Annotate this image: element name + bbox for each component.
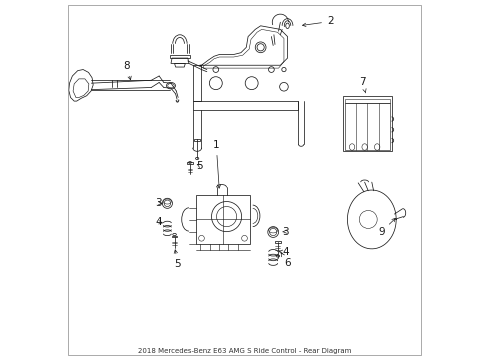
Text: 8: 8 xyxy=(123,61,131,80)
Text: 9: 9 xyxy=(377,218,395,237)
Text: 2018 Mercedes-Benz E63 AMG S Ride Control - Rear Diagram: 2018 Mercedes-Benz E63 AMG S Ride Contro… xyxy=(138,348,350,354)
Text: 7: 7 xyxy=(359,77,366,93)
Text: 5: 5 xyxy=(174,250,181,269)
Text: 4: 4 xyxy=(279,247,288,257)
Text: 3: 3 xyxy=(282,227,288,237)
Text: 1: 1 xyxy=(212,140,220,188)
Text: 4: 4 xyxy=(155,217,162,227)
Text: 3: 3 xyxy=(155,198,162,208)
Text: 2: 2 xyxy=(302,17,333,27)
Text: 6: 6 xyxy=(281,253,291,268)
Polygon shape xyxy=(187,162,192,164)
Text: 5: 5 xyxy=(196,161,203,171)
